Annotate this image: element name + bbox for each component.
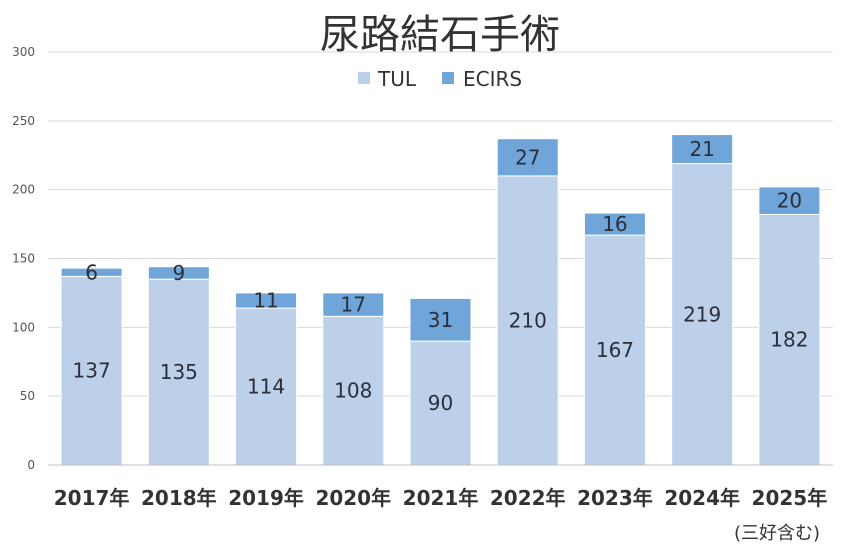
bar-tul-8 (671, 163, 734, 466)
legend-swatch-tul (358, 72, 370, 84)
bar-ecirs-9 (758, 186, 821, 215)
bar-ecirs-8 (671, 134, 734, 165)
y-tick-label: 150 (12, 252, 35, 266)
legend-swatch-ecirs (442, 72, 454, 84)
data-label-ecirs: 20 (777, 189, 802, 213)
data-label-tul: 135 (160, 360, 198, 384)
bar-ecirs-5 (409, 297, 472, 342)
data-label-tul: 167 (596, 338, 634, 362)
category-note: (三好含む) (734, 523, 820, 544)
y-tick-label: 100 (12, 320, 35, 334)
legend: TUL ECIRS (358, 67, 522, 91)
bar-ecirs-7 (583, 212, 646, 236)
x-tick-label: 2022年 (490, 486, 566, 510)
bar-tul-7 (583, 234, 646, 466)
data-label-ecirs: 16 (602, 212, 627, 236)
data-label-tul: 210 (509, 308, 547, 332)
bar-ecirs-6 (496, 138, 559, 177)
chart-title: 尿路結石手術 (320, 12, 560, 58)
data-label-tul: 90 (428, 391, 453, 415)
data-label-ecirs: 9 (172, 261, 185, 285)
data-label-tul: 182 (770, 328, 808, 352)
data-label-ecirs: 11 (253, 288, 278, 312)
bar-tul-2 (147, 278, 210, 466)
data-label-ecirs: 31 (428, 308, 453, 332)
data-label-tul: 114 (247, 375, 285, 399)
data-label-tul: 108 (334, 379, 372, 403)
y-axis: 0 50 100 150 200 250 300 (12, 45, 35, 472)
bar-tul-3 (235, 307, 298, 466)
bar-ecirs-4 (322, 292, 385, 317)
data-label-ecirs: 6 (85, 260, 98, 284)
bar-ecirs-2 (147, 266, 210, 280)
y-tick-label: 200 (12, 183, 35, 197)
y-tick-label: 0 (27, 458, 35, 472)
x-tick-label: 2017年 (54, 486, 130, 510)
data-label-ecirs: 27 (515, 145, 540, 169)
x-tick-label: 2024年 (664, 486, 740, 510)
x-tick-label: 2019年 (228, 486, 304, 510)
x-tick-label: 2023年 (577, 486, 653, 510)
x-tick-label: 2021年 (403, 486, 479, 510)
data-label-ecirs: 21 (689, 137, 714, 161)
x-tick-label: 2018年 (141, 486, 217, 510)
y-tick-label: 250 (12, 114, 35, 128)
bars (60, 134, 821, 466)
data-labels: 137 6 135 9 114 11 108 17 90 31 210 27 167 16 219 21 182… (73, 137, 809, 415)
y-tick-label: 50 (20, 389, 35, 403)
legend-label-ecirs: ECIRS (463, 67, 522, 91)
bar-ecirs-3 (235, 292, 298, 309)
x-tick-label: 2020年 (315, 486, 391, 510)
data-label-tul: 219 (683, 302, 721, 326)
bar-ecirs-1 (60, 267, 123, 277)
data-label-tul: 137 (73, 359, 111, 383)
legend-label-tul: TUL (377, 67, 417, 91)
x-axis: 2017年 2018年 2019年 2020年 2021年 2022年 2023年 2024年… (54, 486, 827, 510)
x-tick-label: 2025年 (752, 486, 828, 510)
data-label-ecirs: 17 (341, 293, 366, 317)
y-tick-label: 300 (12, 45, 35, 59)
